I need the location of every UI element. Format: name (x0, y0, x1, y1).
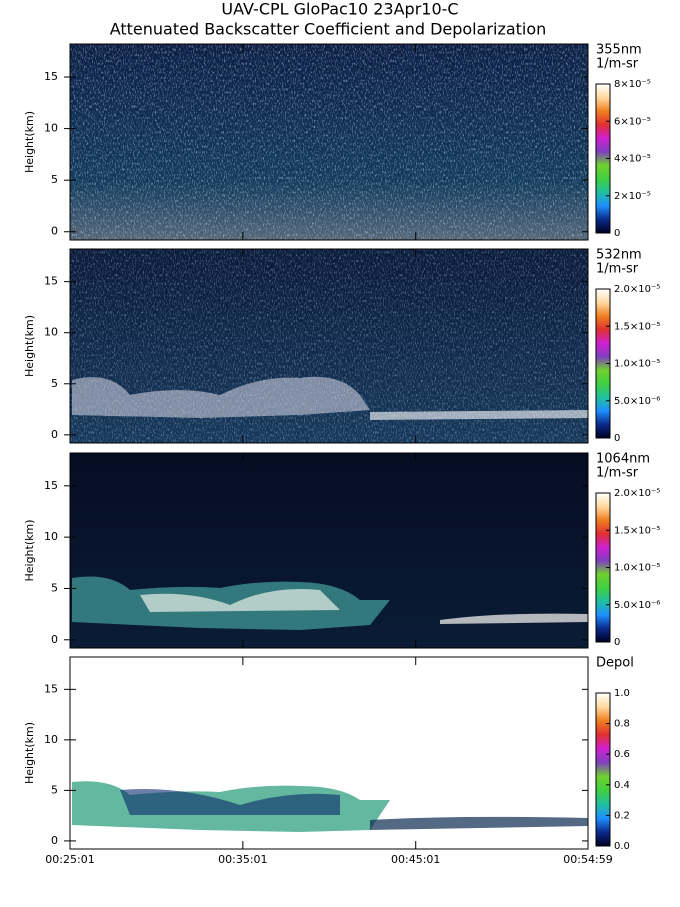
x-tick-label: 00:25:01 (45, 853, 94, 866)
y-tick-label: 15 (44, 70, 58, 83)
colorbar-tick-label: 6×10⁻⁵ (614, 116, 651, 127)
x-tick-label: 00:35:01 (218, 853, 267, 866)
y-axis-label: Height(km) (23, 519, 36, 581)
y-tick-label: 10 (44, 122, 58, 135)
panel-label: 532nm (596, 248, 642, 263)
colorbar-tick-label: 2.0×10⁻⁵ (614, 284, 660, 295)
y-tick-label: 10 (44, 733, 58, 746)
colorbar-tick-label: 8×10⁻⁵ (614, 79, 651, 90)
y-tick-label: 15 (44, 479, 58, 492)
colorbar-tick-label: 0.6 (614, 749, 630, 760)
colorbar-tick-label: 0 (614, 433, 620, 444)
y-tick-label: 0 (51, 225, 58, 238)
colorbar-tick-label: 0 (614, 637, 620, 648)
colorbar-tick-label: 2.0×10⁻⁵ (614, 488, 660, 499)
colorbar-tick-label: 5.0×10⁻⁶ (614, 396, 660, 407)
y-tick-label: 10 (44, 530, 58, 543)
y-tick-label: 0 (51, 834, 58, 847)
y-axis-label: Height(km) (23, 722, 36, 784)
panel-label: 1/m-sr (596, 57, 639, 72)
colorbar-tick-label: 0.4 (614, 780, 630, 791)
plot-frame (69, 43, 589, 241)
colorbar-tick-label: 0.2 (614, 810, 630, 821)
curtain-image (70, 44, 588, 849)
y-axis-label: Height(km) (23, 111, 36, 173)
panel-label: 1/m-sr (596, 262, 639, 277)
colorbar-tick-label: 4×10⁻⁵ (614, 154, 651, 165)
plot-frame (69, 452, 589, 649)
panel-label: Depol (596, 656, 634, 671)
plot-frame (69, 248, 589, 444)
y-tick-label: 0 (51, 633, 58, 646)
colorbar-tick-label: 1.0 (614, 688, 630, 699)
colorbar-tick-label: 2×10⁻⁵ (614, 191, 651, 202)
y-tick-label: 5 (51, 173, 58, 186)
chart-subtitle: Attenuated Backscatter Coefficient and D… (110, 20, 547, 39)
colorbar-tick-label: 1.0×10⁻⁵ (614, 359, 660, 370)
colorbar-tick-label: 1.0×10⁻⁵ (614, 563, 660, 574)
y-tick-label: 5 (51, 783, 58, 796)
panel-label: 1/m-sr (596, 466, 639, 481)
colorbar-tick-label: 5.0×10⁻⁶ (614, 600, 660, 611)
colorbar-tick-label: 0.0 (614, 841, 630, 852)
chart-title: UAV-CPL GloPac10 23Apr10-C (221, 0, 458, 19)
y-tick-label: 5 (51, 581, 58, 594)
y-tick-label: 5 (51, 377, 58, 390)
x-tick-label: 00:54:59 (563, 853, 612, 866)
y-tick-label: 0 (51, 428, 58, 441)
colorbar-tick-label: 1.5×10⁻⁵ (614, 321, 660, 332)
y-axis-label: Height(km) (23, 315, 36, 377)
colorbar-tick-label: 1.5×10⁻⁵ (614, 525, 660, 536)
colorbar-tick-label: 0.8 (614, 719, 630, 730)
y-tick-label: 15 (44, 682, 58, 695)
y-tick-label: 15 (44, 275, 58, 288)
panel-label: 1064nm (596, 452, 650, 467)
panel-label: 355nm (596, 43, 642, 58)
plot-frame (69, 656, 589, 850)
y-tick-label: 10 (44, 326, 58, 339)
x-tick-label: 00:45:01 (391, 853, 440, 866)
colorbar (595, 692, 611, 847)
colorbar-tick-label: 0 (614, 228, 620, 239)
